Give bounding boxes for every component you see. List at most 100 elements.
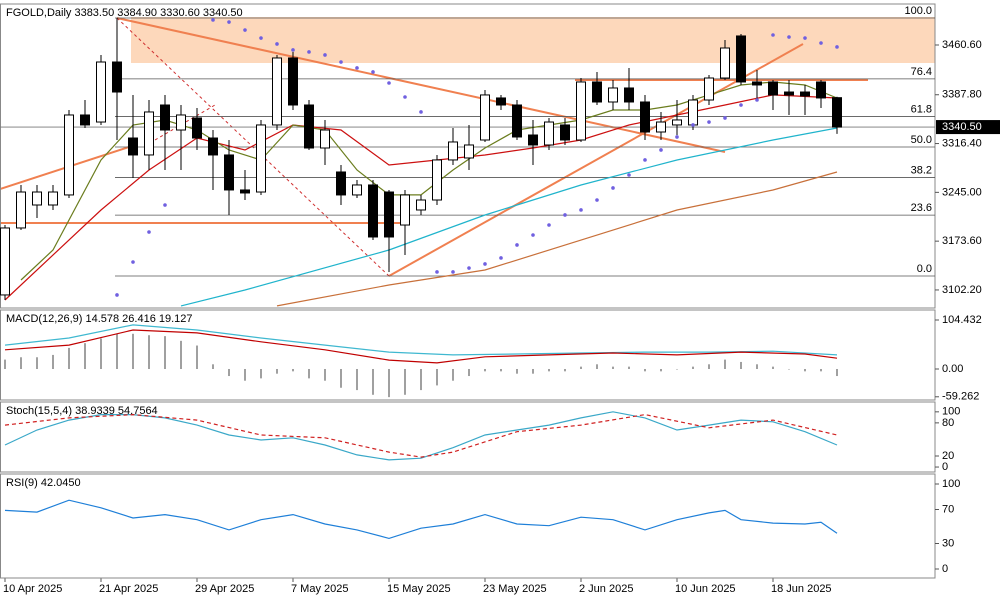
candle-body <box>400 194 410 226</box>
histogram-bar <box>180 340 182 369</box>
histogram-bar <box>660 368 662 372</box>
moving-average <box>180 127 838 307</box>
candle-body <box>704 77 714 101</box>
candle-body <box>432 159 442 201</box>
y-tick-label: 20 <box>942 450 954 462</box>
histogram-bar <box>612 366 614 369</box>
candle-body <box>96 61 106 123</box>
histogram-bar <box>836 368 838 377</box>
panel-title: Stoch(15,5,4) 38.9339 54.7564 <box>6 405 158 417</box>
histogram-bar <box>436 368 438 386</box>
histogram-bar <box>708 364 710 369</box>
histogram-bar <box>772 366 774 369</box>
panel-title: FGOLD,Daily 3383.50 3384.90 3330.60 3340… <box>6 7 243 19</box>
sar-dot <box>387 81 391 85</box>
panel-frame <box>0 309 936 401</box>
candle-body <box>752 81 762 86</box>
histogram-bar <box>276 368 278 374</box>
y-tick-label: 0.00 <box>942 363 963 375</box>
candle-body <box>80 114 90 126</box>
candle-body <box>560 124 570 141</box>
histogram-bar <box>228 368 230 377</box>
y-tick-label: -59.262 <box>942 391 979 403</box>
histogram-bar <box>564 368 566 372</box>
histogram-bar <box>500 368 502 372</box>
histogram-bar <box>532 368 534 374</box>
fib-label: 100.0 <box>904 5 932 17</box>
x-tick-label: 7 May 2025 <box>291 583 348 595</box>
sar-dot <box>803 36 807 40</box>
candle-body <box>272 57 282 126</box>
fib-label: 76.4 <box>911 66 932 78</box>
sar-dot <box>131 260 135 264</box>
histogram-bar <box>724 359 726 369</box>
x-tick-label: 10 Apr 2025 <box>3 583 62 595</box>
sar-dot <box>307 50 311 54</box>
sar-dot <box>547 223 551 227</box>
fib-label: 38.2 <box>911 164 932 176</box>
candle-body <box>736 35 746 83</box>
histogram-bar <box>580 366 582 369</box>
candle-body <box>784 91 794 96</box>
candle-body <box>240 189 250 194</box>
sar-dot <box>515 243 519 247</box>
sar-dot <box>563 213 567 217</box>
candle-body <box>448 141 458 161</box>
histogram-bar <box>820 368 822 372</box>
histogram-bar <box>628 366 630 369</box>
sar-dot <box>659 148 663 152</box>
histogram-bar <box>100 338 102 369</box>
sar-dot <box>355 66 359 70</box>
y-tick-label: 100 <box>942 406 960 418</box>
panel-title: RSI(9) 42.0450 <box>6 477 81 489</box>
x-tick-label: 23 May 2025 <box>483 583 547 595</box>
candle-body <box>544 121 554 146</box>
y-tick-label: 0 <box>942 563 948 575</box>
sar-dot <box>323 53 327 57</box>
histogram-bar <box>244 368 246 381</box>
candle-body <box>480 94 490 141</box>
sar-dot <box>531 233 535 237</box>
histogram-bar <box>20 357 22 369</box>
sar-dot <box>403 95 407 99</box>
candle-body <box>608 87 618 103</box>
histogram-bar <box>292 368 294 372</box>
candle-body <box>352 184 362 196</box>
sar-dot <box>115 293 119 297</box>
candle-body <box>688 99 698 126</box>
sar-dot <box>787 35 791 39</box>
candle-body <box>304 104 314 149</box>
last-price-box <box>936 120 1000 135</box>
candle-body <box>0 227 10 296</box>
panel-frame <box>0 3 936 309</box>
y-tick-label: 3387.80 <box>942 89 982 101</box>
y-tick-label: 80 <box>942 417 954 429</box>
panel-frame <box>0 401 936 473</box>
resistance-zone <box>131 17 935 63</box>
candle-body <box>640 101 650 133</box>
histogram-bar <box>756 364 758 369</box>
candle-body <box>720 47 730 79</box>
sar-dot <box>771 33 775 37</box>
sar-dot <box>835 45 839 49</box>
candle-body <box>208 137 218 156</box>
indicator-line <box>4 411 838 461</box>
panel-frame <box>0 473 936 579</box>
candle-body <box>576 81 586 141</box>
indicator-line <box>4 499 838 540</box>
sar-dot <box>163 203 167 207</box>
histogram-bar <box>308 368 310 379</box>
trendline <box>388 43 804 277</box>
candle-body <box>384 191 394 238</box>
histogram-bar <box>68 347 70 369</box>
sar-dot <box>435 270 439 274</box>
candle-body <box>592 81 602 103</box>
histogram-bar <box>404 368 406 395</box>
sar-dot <box>467 266 471 270</box>
sar-dot <box>691 123 695 127</box>
x-tick-label: 2 Jun 2025 <box>579 583 633 595</box>
sar-dot <box>611 186 615 190</box>
trendline <box>116 17 726 153</box>
candle-body <box>256 124 266 193</box>
